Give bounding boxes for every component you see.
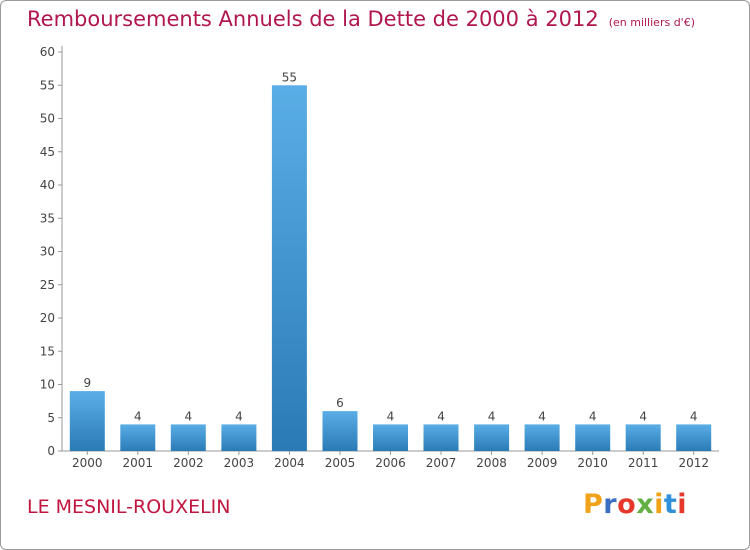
bar bbox=[524, 424, 560, 451]
chart-unit: (en milliers d'€) bbox=[608, 16, 695, 29]
y-tick-label: 60 bbox=[40, 45, 55, 59]
logo-letter: r bbox=[603, 489, 618, 520]
bar-value-label: 6 bbox=[336, 396, 344, 410]
y-tick-label: 0 bbox=[47, 444, 55, 458]
y-tick-label: 35 bbox=[40, 211, 55, 225]
y-tick-label: 25 bbox=[40, 278, 55, 292]
y-tick-label: 55 bbox=[40, 78, 55, 92]
bar bbox=[373, 424, 408, 451]
commune-name: LE MESNIL-ROUXELIN bbox=[27, 496, 231, 518]
bar bbox=[575, 424, 611, 451]
bar-value-label: 4 bbox=[639, 409, 647, 423]
chart-title: Remboursements Annuels de la Dette de 20… bbox=[27, 7, 695, 31]
logo-letter: t bbox=[663, 489, 678, 520]
bar-value-label: 4 bbox=[185, 409, 193, 423]
logo-letter: i bbox=[677, 489, 688, 520]
x-tick-label: 2004 bbox=[274, 456, 305, 470]
x-tick-label: 2011 bbox=[628, 456, 659, 470]
y-tick-label: 30 bbox=[40, 245, 55, 259]
x-tick-label: 2012 bbox=[678, 456, 709, 470]
x-tick-label: 2003 bbox=[224, 456, 255, 470]
x-tick-label: 2007 bbox=[426, 456, 457, 470]
bar bbox=[423, 424, 459, 451]
bar bbox=[69, 391, 105, 451]
bar bbox=[221, 424, 257, 451]
logo-letter: o bbox=[617, 489, 637, 520]
bar-value-label: 4 bbox=[690, 409, 698, 423]
chart-bars bbox=[69, 85, 712, 452]
bar bbox=[676, 424, 712, 451]
logo-letter: i bbox=[654, 489, 664, 520]
x-tick-label: 2008 bbox=[476, 456, 507, 470]
bar-value-label: 4 bbox=[538, 409, 546, 423]
bar-value-label: 4 bbox=[488, 409, 496, 423]
bar-value-label: 4 bbox=[235, 409, 243, 423]
bar-value-label: 9 bbox=[83, 376, 91, 390]
bar-value-label: 4 bbox=[134, 409, 142, 423]
chart-title-text: Remboursements Annuels de la Dette de 20… bbox=[27, 7, 599, 31]
y-tick-label: 10 bbox=[40, 378, 55, 392]
chart-axes: 0 5 10 15 20 25 30 35 40 45 50 55 60 bbox=[40, 45, 719, 458]
x-tick-label: 2006 bbox=[375, 456, 406, 470]
proxiti-logo: Proxiti bbox=[583, 489, 687, 520]
y-tick-label: 40 bbox=[40, 178, 55, 192]
bar bbox=[120, 424, 156, 451]
bar-value-label: 4 bbox=[589, 409, 597, 423]
x-tick-label: 2010 bbox=[577, 456, 608, 470]
logo-letter: x bbox=[636, 489, 655, 520]
y-tick-label: 50 bbox=[40, 112, 55, 126]
x-tick-label: 2001 bbox=[123, 456, 154, 470]
bar bbox=[170, 424, 206, 451]
bar bbox=[271, 85, 307, 452]
bar-value-label: 55 bbox=[282, 70, 297, 84]
bar-value-label: 4 bbox=[387, 409, 395, 423]
bar bbox=[322, 411, 358, 451]
x-tick-label: 2000 bbox=[72, 456, 103, 470]
bar bbox=[474, 424, 510, 451]
y-tick-label: 5 bbox=[47, 411, 55, 425]
x-tick-label: 2005 bbox=[325, 456, 356, 470]
bar-value-label: 4 bbox=[437, 409, 445, 423]
bar bbox=[625, 424, 661, 451]
logo-letter: P bbox=[583, 489, 604, 520]
x-tick-label: 2009 bbox=[527, 456, 558, 470]
y-tick-label: 15 bbox=[40, 344, 55, 358]
x-tick-label: 2002 bbox=[173, 456, 204, 470]
y-tick-label: 20 bbox=[40, 311, 55, 325]
chart-labels: 2000 9 2001 4 2002 4 2003 4 2004 55 2005 6 2006 4 2007… bbox=[72, 70, 709, 470]
y-tick-label: 45 bbox=[40, 145, 55, 159]
